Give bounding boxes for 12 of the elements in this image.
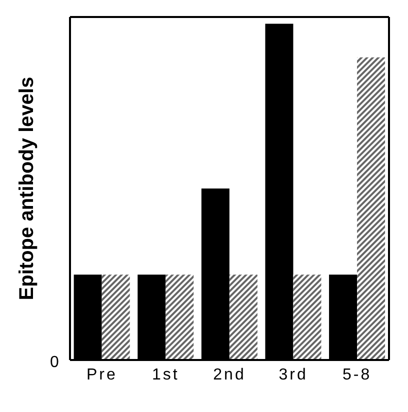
x-tick-label: 3rd — [278, 366, 308, 384]
bar — [229, 274, 258, 360]
bar — [102, 274, 130, 360]
x-tick-label: Pre — [86, 366, 118, 384]
bar — [293, 274, 322, 360]
y-axis-title: Epitope antibody levels — [16, 76, 38, 300]
text: 0 — [50, 354, 59, 372]
x-tick-label: 5-8 — [342, 366, 372, 384]
x-tick-label: 1st — [152, 366, 180, 384]
x-tick-label: 2nd — [213, 366, 246, 384]
bar — [357, 57, 386, 360]
bar — [166, 274, 194, 360]
